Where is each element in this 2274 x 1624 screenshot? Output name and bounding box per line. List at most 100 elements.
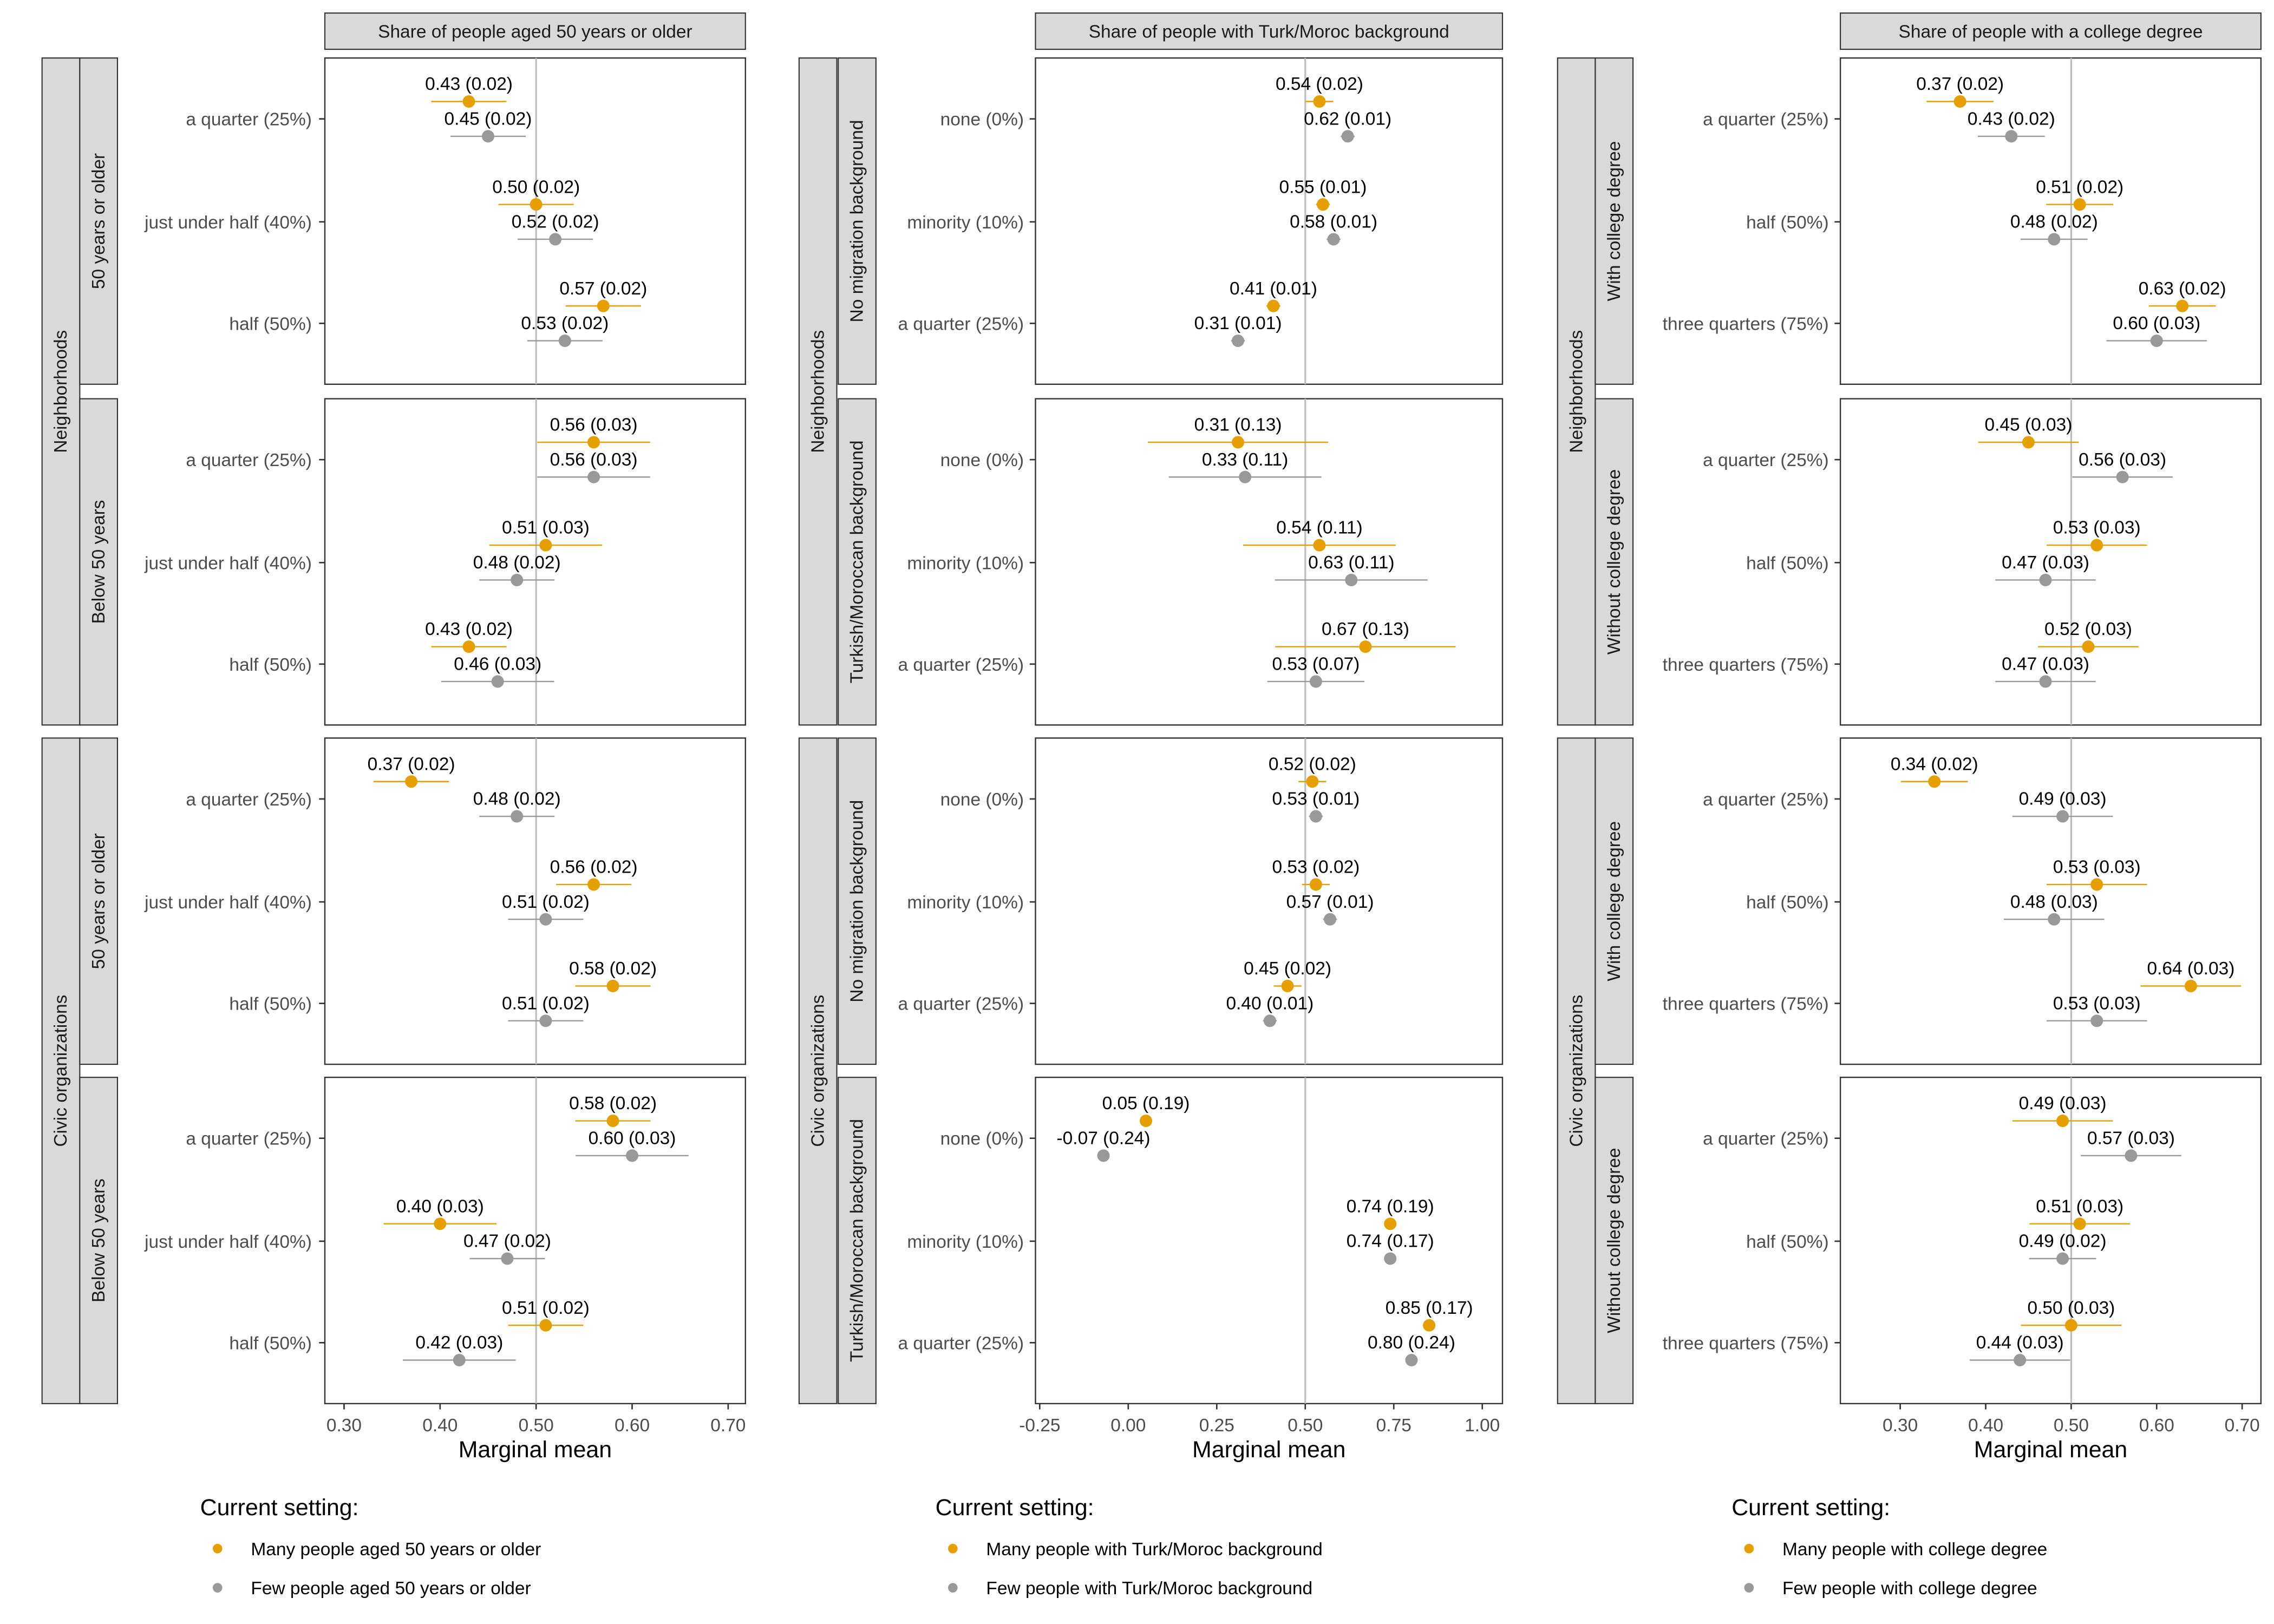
panel: No migration background none (0%) 0.52 (0.… xyxy=(838,737,1504,1065)
panel: Below 50 years a quarter (25%) 0.58 (0.02)… xyxy=(79,1076,746,1405)
point-few xyxy=(1263,1014,1276,1027)
legend-item-label: Many people with Turk/Moroc background xyxy=(986,1540,1322,1560)
data-label-many: 0.56 (0.03) xyxy=(550,415,638,435)
legend-item-label: Few people with Turk/Moroc background xyxy=(986,1579,1312,1599)
data-label-many: 0.51 (0.03) xyxy=(502,518,590,538)
point-few xyxy=(1309,675,1322,688)
outer-strip-label: Neighborhoods xyxy=(1566,330,1586,453)
point-few xyxy=(2039,675,2052,688)
data-label-few: 0.53 (0.07) xyxy=(1272,654,1360,675)
legend-item-label: Few people with college degree xyxy=(1782,1579,2037,1599)
data-label-few: 0.74 (0.17) xyxy=(1347,1232,1434,1252)
panel-border xyxy=(1035,737,1504,1065)
y-tick-label: half (50%) xyxy=(1746,893,1829,913)
outer-strip-label: Civic organizations xyxy=(808,995,828,1147)
inner-strip-label: No migration background xyxy=(847,800,867,1003)
data-label-many: 0.37 (0.02) xyxy=(368,754,455,774)
x-tick-label: 0.70 xyxy=(2225,1416,2260,1436)
data-label-few: 0.43 (0.02) xyxy=(1968,109,2055,129)
point-many xyxy=(2090,539,2103,552)
point-few xyxy=(625,1149,639,1162)
x-tick-label: 0.70 xyxy=(710,1416,746,1436)
x-tick-label: 0.75 xyxy=(1376,1416,1412,1436)
point-few xyxy=(511,810,524,823)
data-label-few: 0.33 (0.11) xyxy=(1202,450,1288,470)
point-few xyxy=(2116,470,2129,483)
data-label-many: 0.51 (0.02) xyxy=(502,1298,590,1318)
point-few xyxy=(481,130,495,143)
point-few xyxy=(2056,1252,2069,1265)
legend-title: Current setting: xyxy=(1731,1495,1890,1521)
x-tick-label: 0.50 xyxy=(2054,1416,2089,1436)
point-few xyxy=(2039,573,2052,586)
data-label-many: 0.37 (0.02) xyxy=(1916,74,2004,94)
point-few xyxy=(511,573,524,586)
inner-strip xyxy=(79,57,119,385)
y-tick-label: just under half (40%) xyxy=(144,213,312,233)
point-few xyxy=(1324,913,1337,926)
data-label-few: 0.42 (0.03) xyxy=(415,1333,503,1353)
data-label-many: 0.74 (0.19) xyxy=(1347,1196,1434,1216)
legend: Current setting: Many people with Turk/Mo… xyxy=(936,1495,1323,1599)
point-many xyxy=(1313,539,1326,552)
data-label-few: 0.80 (0.24) xyxy=(1368,1333,1455,1353)
point-many xyxy=(539,539,552,552)
data-label-many: 0.51 (0.03) xyxy=(2036,1196,2123,1216)
point-few xyxy=(2150,334,2163,347)
point-many xyxy=(1953,95,1966,108)
inner-strip-label: With college degree xyxy=(1604,821,1624,981)
data-label-few: 0.56 (0.03) xyxy=(550,450,638,470)
outer-strip-label: Neighborhoods xyxy=(51,330,71,453)
y-tick-label: none (0%) xyxy=(940,110,1024,130)
x-axis-title: Marginal mean xyxy=(1974,1437,2127,1463)
point-many xyxy=(587,878,600,891)
x-tick-label: -0.25 xyxy=(1019,1416,1060,1436)
data-label-few: 0.48 (0.02) xyxy=(473,789,561,809)
point-few xyxy=(491,675,504,688)
point-many xyxy=(1309,878,1322,891)
point-few xyxy=(1232,334,1245,347)
point-many xyxy=(2022,436,2035,449)
point-few xyxy=(2005,130,2018,143)
inner-strip-label: 50 years or older xyxy=(89,153,109,289)
data-label-many: 0.43 (0.02) xyxy=(425,74,513,94)
data-label-many: 0.55 (0.01) xyxy=(1279,177,1367,197)
x-tick-label: 0.00 xyxy=(1110,1416,1146,1436)
point-many xyxy=(2073,1217,2086,1230)
point-many xyxy=(1359,640,1372,653)
data-label-many: 0.41 (0.01) xyxy=(1230,279,1317,299)
panel-border xyxy=(1839,398,2262,726)
point-many xyxy=(606,1115,619,1128)
legend-swatch xyxy=(212,1583,223,1593)
outer-strip-label: Civic organizations xyxy=(51,995,71,1147)
data-label-many: 0.05 (0.19) xyxy=(1102,1093,1190,1114)
x-tick-label: 0.25 xyxy=(1199,1416,1234,1436)
x-tick-label: 0.60 xyxy=(2139,1416,2174,1436)
data-label-many: 0.52 (0.03) xyxy=(2044,619,2132,639)
point-many xyxy=(405,775,418,788)
point-many xyxy=(2082,640,2095,653)
top-strip xyxy=(1035,12,1504,50)
point-many xyxy=(1267,299,1280,312)
inner-strip-label: 50 years or older xyxy=(89,833,109,969)
x-tick-label: 0.30 xyxy=(1883,1416,1918,1436)
chart-1: Share of people aged 50 years or older Ne… xyxy=(41,12,746,1599)
y-tick-label: a quarter (25%) xyxy=(186,110,312,130)
point-few xyxy=(501,1252,514,1265)
inner-strip xyxy=(838,57,877,385)
x-axis-title: Marginal mean xyxy=(459,1437,612,1463)
outer-strip xyxy=(41,57,81,726)
y-tick-label: just under half (40%) xyxy=(144,893,312,913)
legend: Current setting: Many people with college… xyxy=(1731,1495,2047,1599)
outer-strip-label: Neighborhoods xyxy=(808,330,828,453)
point-many xyxy=(1306,775,1319,788)
data-label-many: 0.85 (0.17) xyxy=(1386,1298,1473,1318)
y-tick-label: none (0%) xyxy=(940,450,1024,470)
data-label-few: 0.63 (0.11) xyxy=(1308,553,1394,573)
top-strip-label: Share of people with a college degree xyxy=(1899,22,2203,42)
data-label-few: 0.45 (0.02) xyxy=(445,109,532,129)
point-few xyxy=(539,1014,552,1027)
y-tick-label: three quarters (75%) xyxy=(1663,655,1829,675)
legend-swatch xyxy=(948,1583,958,1593)
